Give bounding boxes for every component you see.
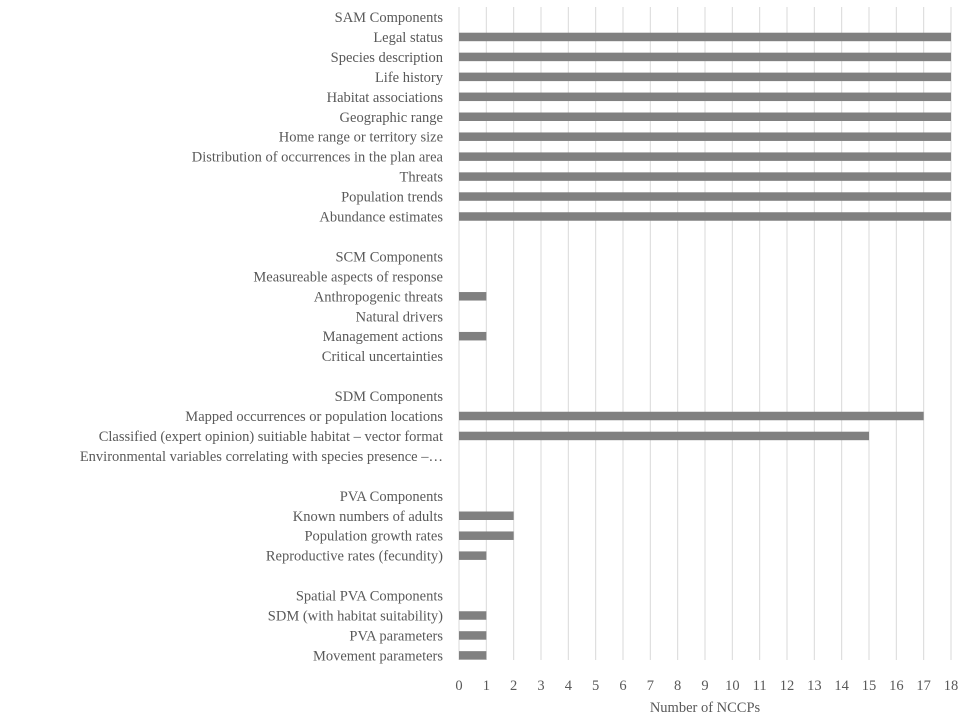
category-label: Threats [400, 170, 444, 186]
category-label: Environmental variables correlating with… [80, 449, 443, 465]
category-label: Anthropogenic threats [314, 289, 444, 305]
bar [459, 631, 487, 640]
x-tick-label: 16 [889, 678, 904, 694]
bar [459, 212, 951, 221]
category-labels: SAM Components Legal status Species descri… [80, 10, 444, 664]
x-tick-label: 15 [862, 678, 877, 694]
category-label: Known numbers of adults [293, 509, 444, 525]
x-tick-label: 17 [916, 678, 931, 694]
category-label: PVA Components [340, 489, 444, 505]
category-label: Spatial PVA Components [296, 589, 444, 605]
bar [459, 92, 951, 102]
x-tick-label: 12 [780, 678, 795, 694]
category-label: SDM (with habitat suitability) [268, 609, 443, 625]
gridlines [458, 7, 952, 660]
x-tick-label: 18 [944, 678, 959, 694]
category-label: Habitat associations [327, 90, 444, 106]
bars [459, 32, 951, 660]
category-label: Home range or territory size [279, 130, 443, 146]
bar [459, 32, 951, 42]
x-tick-label: 8 [674, 678, 681, 694]
category-label: Mapped occurrences or population locatio… [185, 409, 443, 425]
bar [459, 331, 487, 341]
category-label: Management actions [323, 329, 444, 345]
x-tick-label: 10 [725, 678, 740, 694]
x-tick-label: 11 [753, 678, 767, 694]
category-label: PVA parameters [349, 628, 443, 644]
bar [459, 551, 487, 560]
x-tick-label: 4 [565, 678, 573, 694]
category-label: SAM Components [335, 10, 444, 26]
category-label: Geographic range [340, 110, 443, 126]
bar [459, 292, 487, 301]
bar [459, 192, 951, 201]
x-tick-label: 3 [537, 678, 544, 694]
category-label: SCM Components [335, 249, 443, 265]
category-label: Measureable aspects of response [253, 269, 443, 285]
bar [459, 52, 951, 62]
category-label: SDM Components [335, 389, 444, 405]
bar [459, 611, 487, 620]
category-label: Classified (expert opinion) suitiable ha… [99, 429, 443, 445]
x-tick-label: 5 [592, 678, 599, 694]
bar [459, 431, 869, 441]
x-tick-label: 9 [701, 678, 708, 694]
category-label: Species description [331, 50, 444, 66]
category-label: Life history [375, 70, 444, 86]
category-label: Critical uncertainties [322, 349, 444, 365]
category-label: Natural drivers [356, 309, 444, 325]
x-axis-label: Number of NCCPs [650, 700, 761, 716]
x-tick-label: 6 [619, 678, 626, 694]
x-tick-labels: 0 1 2 3 4 5 6 7 8 9 10 11 12 13 14 15 16 17 18 [455, 678, 958, 694]
category-label: Abundance estimates [319, 210, 443, 226]
bar [459, 152, 951, 161]
bar [459, 511, 514, 520]
category-label: Distribution of occurrences in the plan … [192, 150, 444, 166]
x-tick-label: 13 [807, 678, 822, 694]
bar [459, 531, 514, 540]
bar [459, 112, 951, 121]
category-label: Legal status [373, 30, 443, 46]
bar [459, 132, 951, 141]
bar [459, 651, 487, 660]
x-tick-label: 7 [647, 678, 654, 694]
bar [459, 172, 951, 181]
category-label: Reproductive rates (fecundity) [266, 549, 443, 565]
x-tick-label: 0 [455, 678, 462, 694]
category-label: Population trends [341, 190, 443, 206]
x-tick-label: 14 [834, 678, 849, 694]
bar [459, 72, 951, 82]
category-label: Movement parameters [313, 648, 443, 664]
x-tick-label: 1 [483, 678, 490, 694]
x-tick-label: 2 [510, 678, 517, 694]
category-label: Population growth rates [304, 529, 443, 545]
bar [459, 411, 924, 421]
